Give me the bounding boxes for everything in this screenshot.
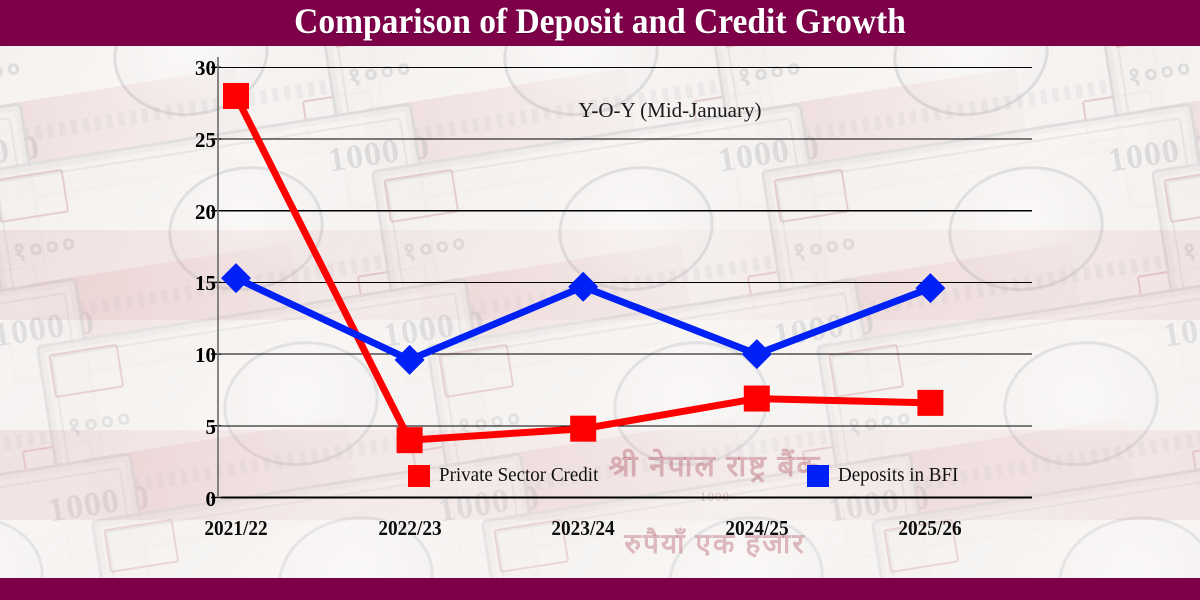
x-axis-tick-label: 2024/25 xyxy=(725,516,789,540)
background-tint-band xyxy=(0,430,1200,520)
legend-swatch-red xyxy=(408,464,430,487)
y-axis-tick-label: 15 xyxy=(195,271,216,296)
chart-subtitle: Y-O-Y (Mid-January) xyxy=(578,98,762,122)
legend-label-deposits-in-bfi: Deposits in BFI xyxy=(838,464,959,486)
title-banner: Comparison of Deposit and Credit Growth xyxy=(0,0,1200,46)
bottom-banner xyxy=(0,578,1200,600)
x-axis-tick-label: 2021/22 xyxy=(204,516,268,540)
data-point-marker[interactable] xyxy=(915,273,946,304)
legend-label-private-sector-credit: Private Sector Credit xyxy=(439,464,599,486)
data-point-marker[interactable] xyxy=(741,339,772,370)
data-point-marker[interactable] xyxy=(221,263,251,294)
data-point-marker[interactable] xyxy=(223,82,249,109)
y-axis-tick-label: 20 xyxy=(195,199,216,224)
legend-swatch-blue xyxy=(807,464,829,487)
y-axis-tick-label: 10 xyxy=(195,343,216,368)
data-point-marker[interactable] xyxy=(396,427,423,454)
watermark-bank-name: श्री नेपाल राष्ट्र बैंक 1000 रुपैयाँ एक … xyxy=(480,452,950,560)
data-point-marker[interactable] xyxy=(568,271,599,302)
legend-item-private-sector-credit[interactable]: Private Sector Credit xyxy=(408,464,607,487)
watermark-bank-label: श्री नेपाल राष्ट्र बैंक xyxy=(608,450,822,483)
legend-item-deposits-in-bfi[interactable]: Deposits in BFI xyxy=(807,464,965,487)
data-point-marker[interactable] xyxy=(570,415,597,442)
x-axis-tick-label: 2022/23 xyxy=(377,516,442,540)
data-point-marker[interactable] xyxy=(743,385,770,412)
watermark-denomination-label: 1000 xyxy=(700,489,730,504)
y-axis-tick-label: 25 xyxy=(195,128,216,152)
y-axis-tick-label: 5 xyxy=(205,414,217,439)
x-axis-tick-label: 2023/24 xyxy=(551,516,615,540)
x-axis-tick-label: 2025/26 xyxy=(898,516,963,540)
page-title: Comparison of Deposit and Credit Growth xyxy=(294,1,906,41)
y-axis-tick-label: 0 xyxy=(205,486,217,511)
data-point-marker[interactable] xyxy=(917,389,944,416)
y-axis-tick-label: 30 xyxy=(195,56,216,81)
watermark-main-label: रुपैयाँ एक हजार xyxy=(624,529,806,560)
series-line-private-sector-credit xyxy=(232,94,931,444)
data-point-marker[interactable] xyxy=(394,344,425,375)
background-tint-band xyxy=(0,230,1200,320)
